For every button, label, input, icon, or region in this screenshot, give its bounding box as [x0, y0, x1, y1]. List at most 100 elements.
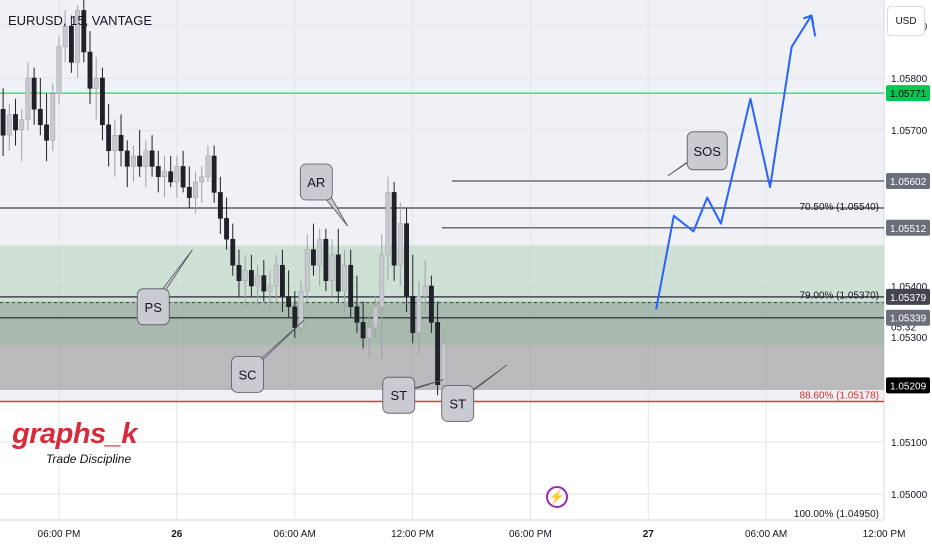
candle: [68, 15, 74, 73]
callout-box: [686, 131, 728, 171]
candle-body: [391, 192, 397, 266]
candle: [224, 197, 229, 250]
candle-body: [68, 25, 74, 63]
callout-st: ST: [382, 376, 445, 414]
callout-box: [136, 288, 170, 326]
candle-body: [112, 134, 118, 152]
candle: [422, 260, 428, 312]
candle-body: [224, 218, 229, 240]
candle: [242, 254, 248, 307]
time-tick-label: 26: [171, 529, 183, 540]
time-tick-label: 12:00 PM: [391, 529, 434, 540]
candle-body: [298, 290, 304, 328]
candle: [280, 249, 285, 312]
candle: [106, 104, 112, 167]
price-tick-label: 1.05400: [891, 282, 928, 293]
candle: [211, 145, 217, 203]
watermark-subtitle: Trade Discipline: [46, 452, 132, 466]
candle-body: [422, 285, 428, 297]
time-tick-label: 12:00 PM: [863, 529, 906, 540]
candle: [360, 301, 366, 349]
candle-body: [236, 264, 242, 282]
candle-body: [99, 77, 105, 126]
candle-body: [255, 275, 261, 287]
candle: [31, 67, 37, 125]
candle-body: [311, 249, 316, 266]
price-tag: 1.05602: [886, 172, 930, 189]
candle-body: [118, 134, 124, 152]
candle-body: [342, 264, 347, 292]
candle-body: [205, 155, 211, 178]
candle-body: [217, 192, 223, 219]
candle-body: [267, 285, 273, 292]
price-tag-label: 1.05209: [890, 381, 927, 392]
callout-sc: SC: [231, 319, 305, 393]
callout-label: SC: [238, 367, 256, 382]
callout-box: [382, 376, 416, 414]
watermark-title: graphs_k: [12, 418, 137, 450]
candle-body: [199, 176, 205, 183]
candle-body: [354, 306, 360, 323]
candle: [391, 182, 397, 281]
candle: [342, 249, 347, 312]
candle: [286, 270, 292, 318]
candle-body: [273, 264, 279, 287]
candle: [62, 10, 68, 63]
candle: [13, 98, 18, 146]
candle: [44, 93, 49, 162]
candle: [354, 275, 360, 333]
candle: [385, 176, 391, 281]
currency-button[interactable]: USD: [887, 6, 925, 36]
candle-body: [186, 186, 192, 198]
candle-body: [193, 181, 198, 198]
candle: [248, 254, 254, 297]
candle-body: [230, 238, 236, 266]
candle-body: [397, 223, 403, 266]
time-tick-label: 06:00 AM: [745, 529, 787, 540]
candle: [19, 109, 25, 162]
candle-body: [180, 166, 186, 188]
candle: [373, 296, 378, 338]
candle: [6, 104, 12, 151]
candle: [348, 249, 354, 318]
candle: [335, 228, 341, 302]
candle-body: [149, 150, 155, 167]
candle-body: [75, 10, 81, 63]
candle: [56, 36, 62, 104]
price-tag: 1.05209: [886, 377, 930, 394]
candle: [149, 135, 155, 177]
candle: [155, 150, 161, 193]
candle-body: [56, 46, 62, 94]
price-tag-label: 1.05512: [890, 224, 927, 235]
candle: [416, 280, 422, 354]
candle: [131, 145, 136, 182]
lightning-icon[interactable]: ⚡: [546, 486, 568, 508]
callout-ar: AR: [299, 163, 349, 227]
candle: [329, 239, 335, 297]
price-tick-label: 1.05800: [891, 74, 928, 85]
projection-path: [655, 14, 817, 310]
candle-body: [168, 171, 174, 183]
candle-body: [323, 238, 329, 282]
price-tag-bg: [886, 288, 930, 305]
price-tag: 1.05379: [886, 288, 930, 305]
candle: [404, 208, 409, 312]
candle-body: [13, 114, 18, 131]
callout-label: PS: [145, 300, 163, 315]
candle: [379, 234, 385, 359]
callout-ps: PS: [136, 249, 193, 326]
price-tag-bg: [886, 85, 930, 102]
candle-body: [435, 322, 441, 386]
time-tick-label: 06:00 PM: [38, 529, 81, 540]
price-tag-bg: [886, 172, 930, 189]
callout-box: [441, 385, 475, 422]
price-tag-label: 1.05771: [890, 89, 927, 100]
candle: [25, 62, 31, 130]
price-tag: 1.05771: [886, 85, 930, 102]
candle-body: [81, 10, 87, 53]
price-tag-label: 1.05602: [890, 177, 927, 188]
candle-body: [0, 108, 6, 136]
candle: [99, 67, 105, 141]
